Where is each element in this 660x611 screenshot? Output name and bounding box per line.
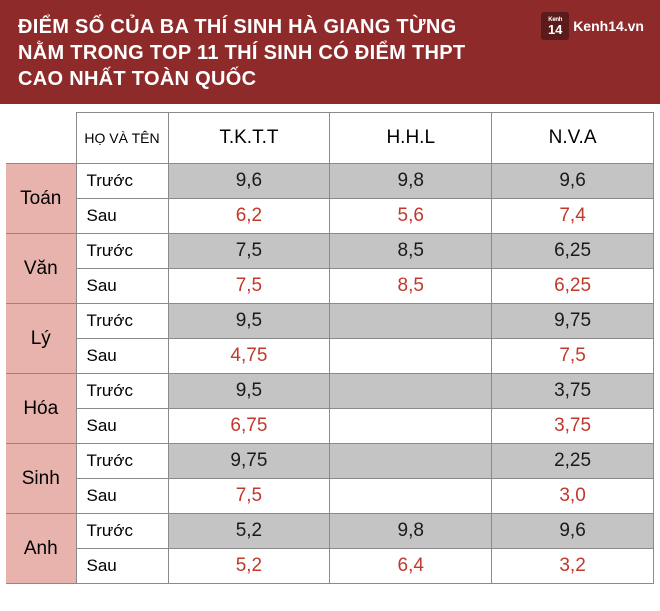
- score-before: 8,5: [330, 234, 492, 269]
- header-banner: ĐIỂM SỐ CỦA BA THÍ SINH HÀ GIANG TỪNG NẰ…: [0, 0, 660, 104]
- score-after: [330, 409, 492, 444]
- page-title: ĐIỂM SỐ CỦA BA THÍ SINH HÀ GIANG TỪNG NẰ…: [18, 14, 498, 92]
- score-after: 6,75: [168, 409, 330, 444]
- subject-cell: Hóa: [6, 374, 76, 444]
- row-label-after: Sau: [76, 339, 168, 374]
- score-after: 7,5: [492, 339, 654, 374]
- table-row: SinhTrước9,752,25: [6, 444, 654, 479]
- score-before: 9,8: [330, 164, 492, 199]
- row-label-before: Trước: [76, 374, 168, 409]
- site-logo: Kenh 14 Kenh14.vn: [541, 12, 644, 40]
- row-label-after: Sau: [76, 269, 168, 304]
- score-before: 7,5: [168, 234, 330, 269]
- score-after: 3,0: [492, 479, 654, 514]
- col-student-2: H.H.L: [330, 113, 492, 164]
- table-row: ToánTrước9,69,89,6: [6, 164, 654, 199]
- table-row: VănTrước7,58,56,25: [6, 234, 654, 269]
- score-before: 9,8: [330, 514, 492, 549]
- score-before: [330, 304, 492, 339]
- score-after: 5,6: [330, 199, 492, 234]
- col-name-label: HỌ VÀ TÊN: [76, 113, 168, 164]
- logo-badge-icon: Kenh 14: [541, 12, 569, 40]
- subject-cell: Lý: [6, 304, 76, 374]
- score-before: 6,25: [492, 234, 654, 269]
- score-after: 6,4: [330, 549, 492, 584]
- subject-cell: Sinh: [6, 444, 76, 514]
- score-after: 8,5: [330, 269, 492, 304]
- logo-number: 14: [548, 23, 562, 36]
- score-after: 7,4: [492, 199, 654, 234]
- score-before: 3,75: [492, 374, 654, 409]
- table-row: AnhTrước5,29,89,6: [6, 514, 654, 549]
- table-row: Sau7,5 3,0: [6, 479, 654, 514]
- score-before: [330, 444, 492, 479]
- row-label-after: Sau: [76, 199, 168, 234]
- subject-cell: Toán: [6, 164, 76, 234]
- row-label-before: Trước: [76, 444, 168, 479]
- table-row: Sau6,25,67,4: [6, 199, 654, 234]
- row-label-before: Trước: [76, 164, 168, 199]
- score-after: 6,2: [168, 199, 330, 234]
- row-label-before: Trước: [76, 234, 168, 269]
- score-after: 7,5: [168, 479, 330, 514]
- score-after: 4,75: [168, 339, 330, 374]
- score-before: [330, 374, 492, 409]
- table-header-row: HỌ VÀ TÊN T.K.T.T H.H.L N.V.A: [6, 113, 654, 164]
- score-before: 9,5: [168, 374, 330, 409]
- col-student-3: N.V.A: [492, 113, 654, 164]
- corner-blank: [6, 113, 76, 164]
- score-after: 3,75: [492, 409, 654, 444]
- scores-table: HỌ VÀ TÊN T.K.T.T H.H.L N.V.A ToánTrước9…: [6, 112, 654, 584]
- table-row: LýTrước9,59,75: [6, 304, 654, 339]
- row-label-after: Sau: [76, 549, 168, 584]
- score-after: 7,5: [168, 269, 330, 304]
- score-after: 5,2: [168, 549, 330, 584]
- table-row: Sau4,75 7,5: [6, 339, 654, 374]
- table-row: Sau6,75 3,75: [6, 409, 654, 444]
- row-label-before: Trước: [76, 304, 168, 339]
- score-before: 9,6: [492, 164, 654, 199]
- score-after: 6,25: [492, 269, 654, 304]
- table-row: HóaTrước9,53,75: [6, 374, 654, 409]
- logo-text: Kenh14.vn: [573, 18, 644, 34]
- score-after: [330, 479, 492, 514]
- row-label-after: Sau: [76, 409, 168, 444]
- score-before: 2,25: [492, 444, 654, 479]
- score-before: 9,5: [168, 304, 330, 339]
- score-before: 9,75: [168, 444, 330, 479]
- table-row: Sau5,26,43,2: [6, 549, 654, 584]
- row-label-after: Sau: [76, 479, 168, 514]
- table-body: ToánTrước9,69,89,6Sau6,25,67,4VănTrước7,…: [6, 164, 654, 584]
- score-before: 9,75: [492, 304, 654, 339]
- score-before: 9,6: [168, 164, 330, 199]
- score-after: [330, 339, 492, 374]
- row-label-before: Trước: [76, 514, 168, 549]
- score-after: 3,2: [492, 549, 654, 584]
- score-before: 5,2: [168, 514, 330, 549]
- col-student-1: T.K.T.T: [168, 113, 330, 164]
- subject-cell: Văn: [6, 234, 76, 304]
- subject-cell: Anh: [6, 514, 76, 584]
- scores-table-wrap: HỌ VÀ TÊN T.K.T.T H.H.L N.V.A ToánTrước9…: [0, 104, 660, 590]
- table-row: Sau7,58,56,25: [6, 269, 654, 304]
- score-before: 9,6: [492, 514, 654, 549]
